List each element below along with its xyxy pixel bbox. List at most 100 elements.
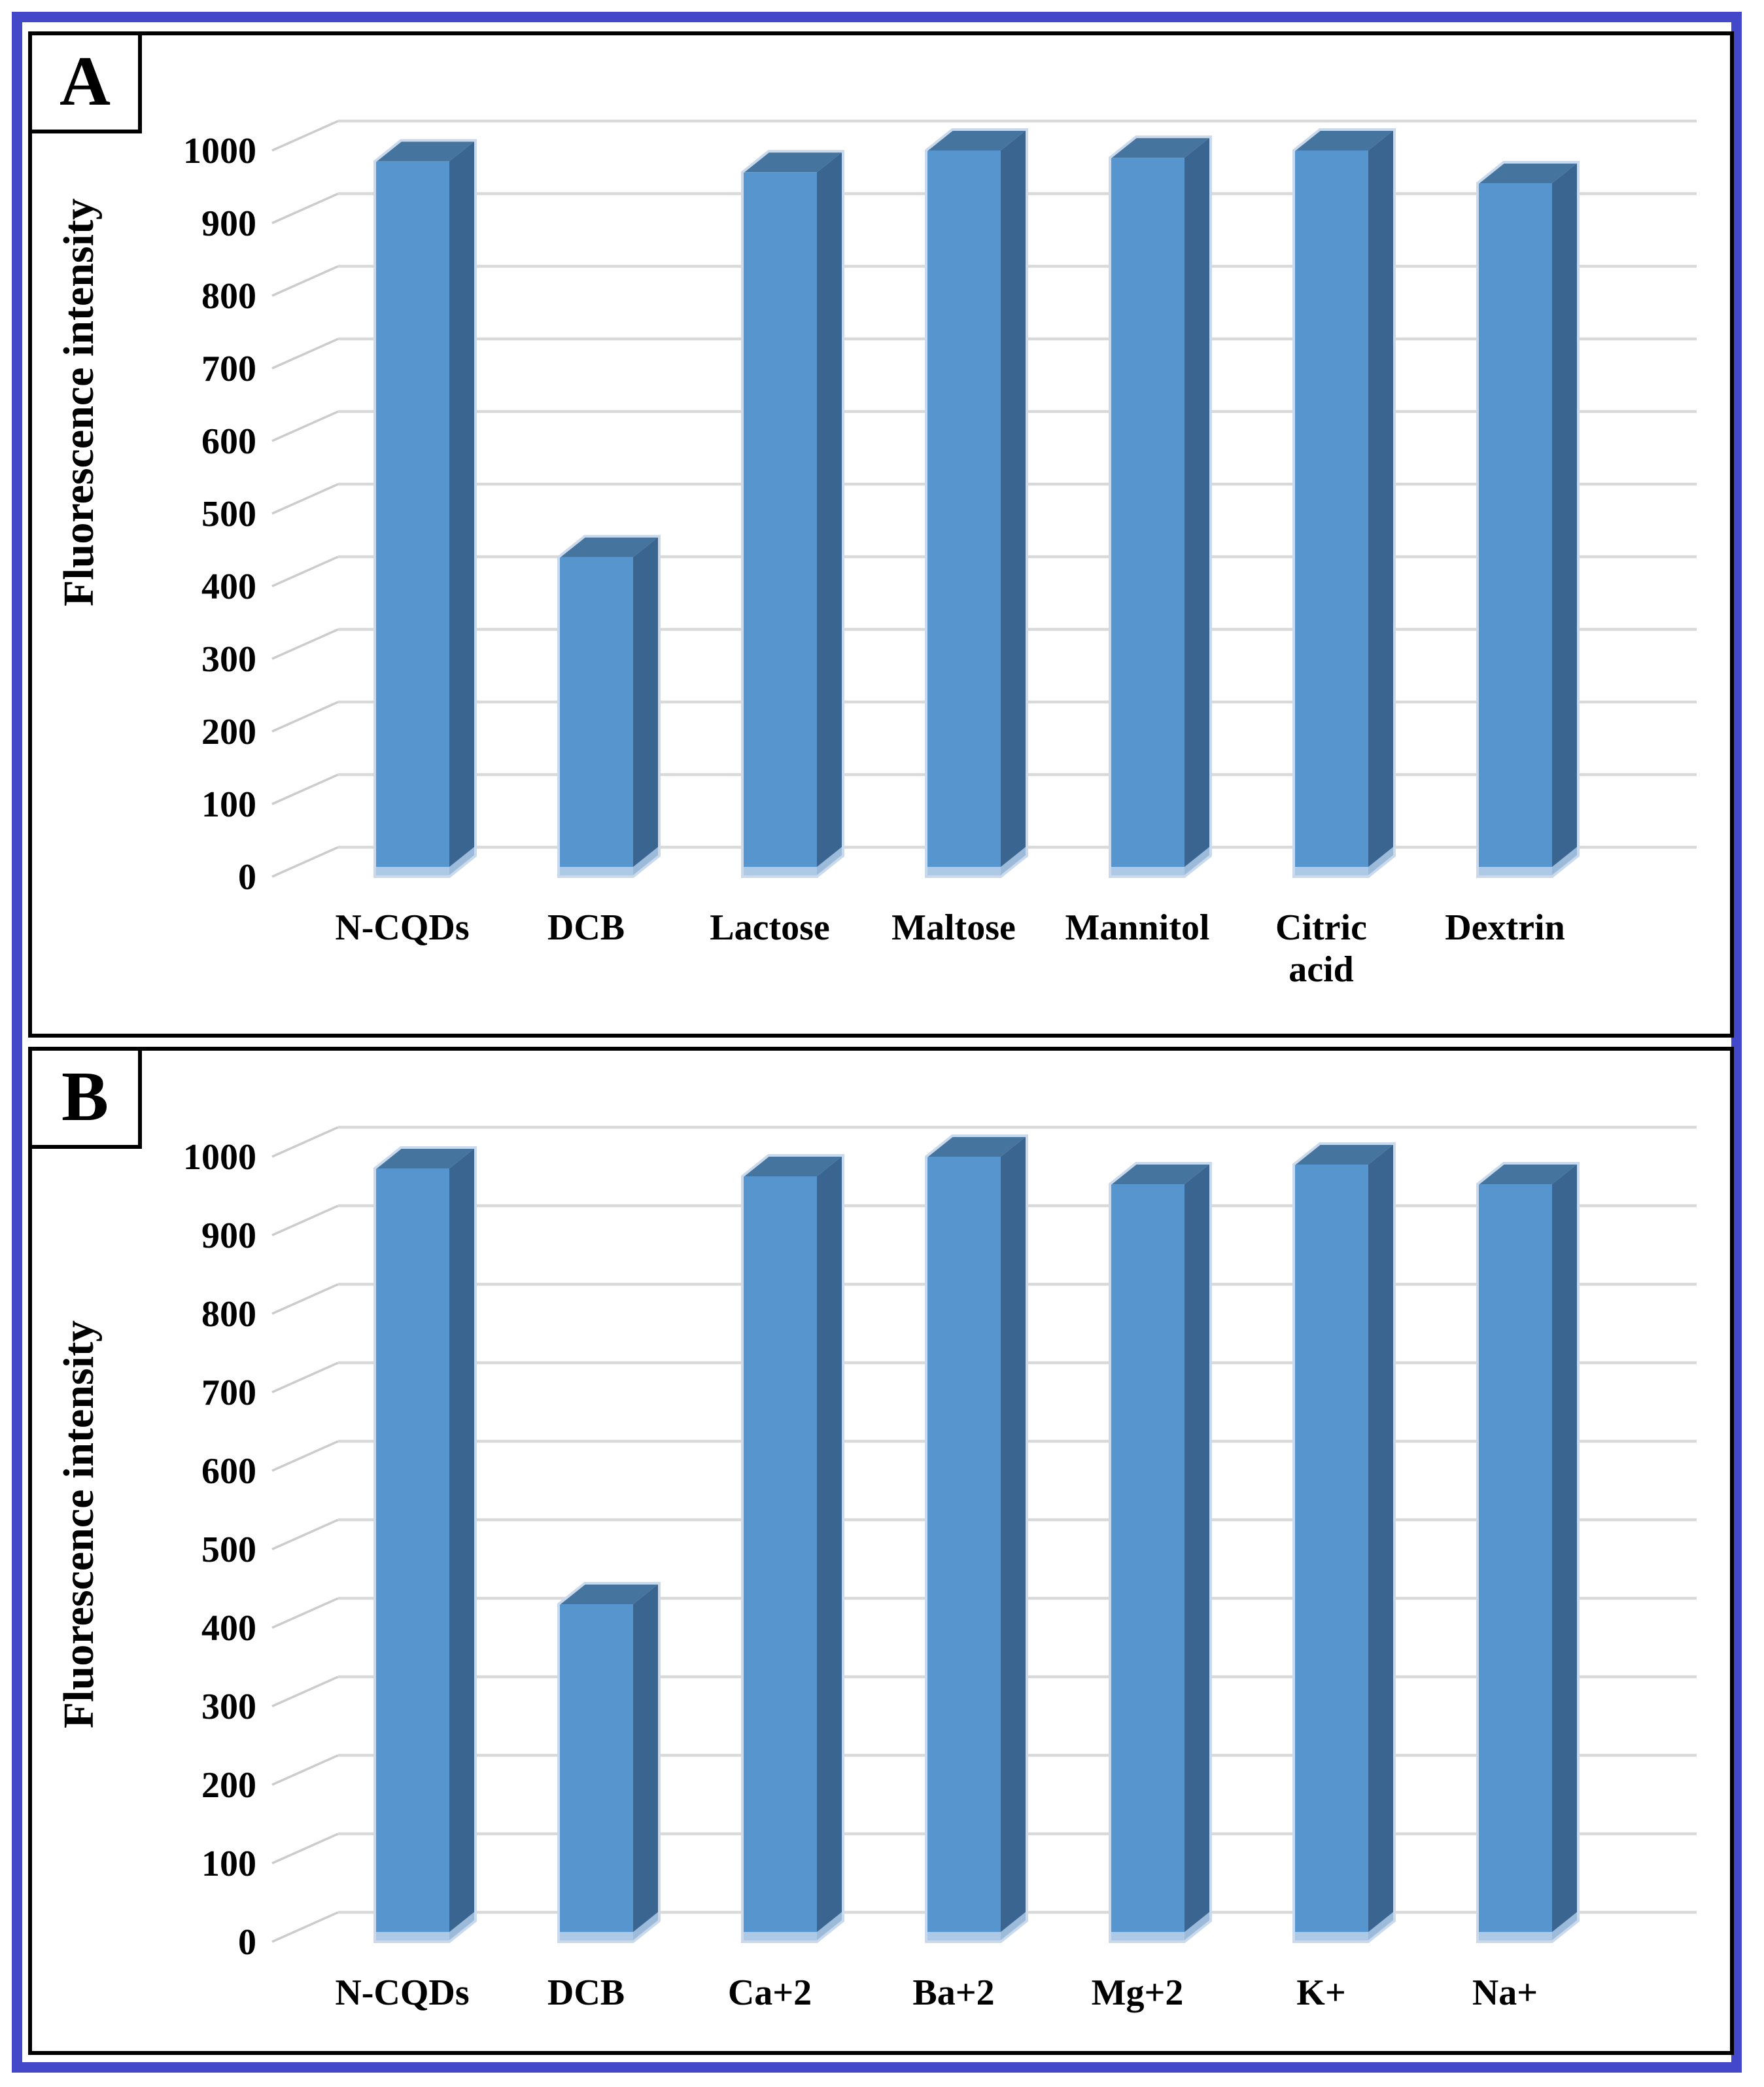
bar-front-face: [1478, 183, 1552, 877]
bar-n-cqds: [373, 1146, 477, 1943]
y-tick-label: 400: [201, 1608, 256, 1649]
bar-top-face: [1294, 1144, 1394, 1165]
bar-edge-highlight: [925, 1134, 1028, 1943]
y-tick-label: 500: [201, 494, 256, 535]
x-category-label: K+: [1296, 1973, 1345, 2013]
bar-dextrin: [1476, 160, 1580, 878]
bar-n-cqds: [373, 139, 477, 878]
y-tick-label: 200: [201, 1765, 256, 1806]
bar-bottom-cap: [559, 1932, 633, 1942]
bar-citric-acid: [1292, 128, 1396, 878]
bar-bottom-cap-side: [1001, 846, 1027, 877]
bar-edge-highlight: [1109, 1162, 1212, 1943]
bar-edge-highlight: [1292, 128, 1396, 878]
depth-stub: [271, 192, 339, 224]
y-tick-label: 500: [201, 1530, 256, 1570]
bar-bottom-cap-side: [1552, 846, 1578, 877]
bar-bottom-cap-side: [633, 1911, 659, 1942]
bar-bottom-cap: [1294, 1932, 1368, 1942]
bar-side-face: [1185, 137, 1211, 877]
x-category-label: Ba+2: [912, 1973, 994, 2013]
x-category-label: Lactose: [710, 907, 830, 948]
x-category-label: Mg+2: [1092, 1973, 1184, 2013]
bar-top-face: [1294, 130, 1394, 150]
depth-stub: [271, 1204, 339, 1236]
bar-top-face: [375, 1148, 476, 1168]
x-category-label: DCB: [547, 907, 625, 948]
bar-front-face: [742, 172, 817, 877]
bar-side-face: [1001, 1136, 1027, 1942]
y-tick-label: 300: [201, 1687, 256, 1727]
y-tick-label: 100: [201, 784, 256, 825]
bar-front-face: [375, 1168, 449, 1942]
bar-edge-highlight: [1109, 135, 1212, 878]
bar-side-face: [449, 140, 476, 877]
bar-bottom-cap-side: [1185, 846, 1211, 877]
y-tick-label: 0: [238, 857, 256, 898]
bar-maltose: [925, 128, 1028, 878]
depth-stub: [271, 1754, 339, 1786]
x-category-label: Maltose: [891, 907, 1016, 948]
bar-top-face: [926, 130, 1027, 150]
y-tick-label: 200: [201, 712, 256, 752]
bar-side-face: [633, 536, 659, 877]
bar-front-face: [1294, 150, 1368, 877]
bar-front-face: [559, 1604, 633, 1942]
bar-front-face: [559, 557, 633, 877]
depth-stub: [271, 773, 339, 805]
bar-k+: [1292, 1142, 1396, 1943]
depth-stub: [271, 846, 339, 878]
bar-bottom-cap: [1110, 867, 1185, 877]
bar-ca+2: [741, 1154, 844, 1943]
bar-bottom-cap-side: [817, 846, 843, 877]
bar-bottom-cap-side: [1001, 1911, 1027, 1942]
panel-b-chart: 0 100 200 300 400 500 600 700 800 900 1000 N-CQDs DC…: [55, 1125, 1697, 2013]
depth-stub: [271, 410, 339, 442]
bar-front-face: [926, 150, 1001, 877]
y-tick-label: 1000: [183, 131, 256, 171]
bar-top-face: [1110, 137, 1211, 158]
bar-bottom-cap-side: [1368, 846, 1394, 877]
bar-ba+2: [925, 1134, 1028, 1943]
bar-bottom-cap: [1478, 867, 1552, 877]
bar-front-face: [742, 1176, 817, 1942]
bar-top-face: [559, 536, 659, 557]
y-axis-title: Fluorescence intensity: [55, 198, 103, 606]
bar-edge-highlight: [557, 535, 661, 878]
bar-bottom-cap: [559, 867, 633, 877]
y-tick-label: 1000: [183, 1137, 256, 1178]
bar-bottom-cap: [926, 1932, 1001, 1942]
y-tick-label: 900: [201, 203, 256, 244]
y-tick-label: 600: [201, 421, 256, 462]
y-tick-label: 0: [238, 1922, 256, 1963]
depth-stub: [271, 1675, 339, 1708]
bar-bottom-cap-side: [633, 846, 659, 877]
bar-bottom-cap-side: [1552, 1911, 1578, 1942]
depth-stub: [271, 1911, 339, 1943]
bar-mg+2: [1109, 1162, 1212, 1943]
bar-bottom-cap: [1110, 1932, 1185, 1942]
y-tick-label: 100: [201, 1844, 256, 1884]
bar-bottom-cap: [1294, 867, 1368, 877]
bar-edge-highlight: [1476, 1162, 1580, 1943]
depth-stub: [271, 1518, 339, 1551]
depth-stub: [271, 120, 339, 152]
x-category-label: Na+: [1472, 1973, 1538, 2013]
y-axis-title: Fluorescence intensity: [55, 1320, 103, 1728]
bar-bottom-cap-side: [1185, 1911, 1211, 1942]
bar-side-face: [1552, 1163, 1578, 1942]
panel-b-border-box: [28, 1047, 1734, 2055]
bar-side-face: [1368, 1144, 1394, 1942]
bar-dcb: [557, 535, 661, 878]
y-tick-label: 600: [201, 1451, 256, 1492]
outer-blue-frame: [12, 12, 1742, 2073]
bar-side-face: [1185, 1163, 1211, 1942]
bar-bottom-cap: [742, 867, 817, 877]
bar-top-face: [1110, 1163, 1211, 1184]
bar-bottom-cap: [375, 1932, 449, 1942]
x-category-label: Citric: [1275, 907, 1367, 948]
depth-stub: [271, 1283, 339, 1315]
y-tick-label: 800: [201, 1294, 256, 1335]
depth-stub: [271, 555, 339, 588]
